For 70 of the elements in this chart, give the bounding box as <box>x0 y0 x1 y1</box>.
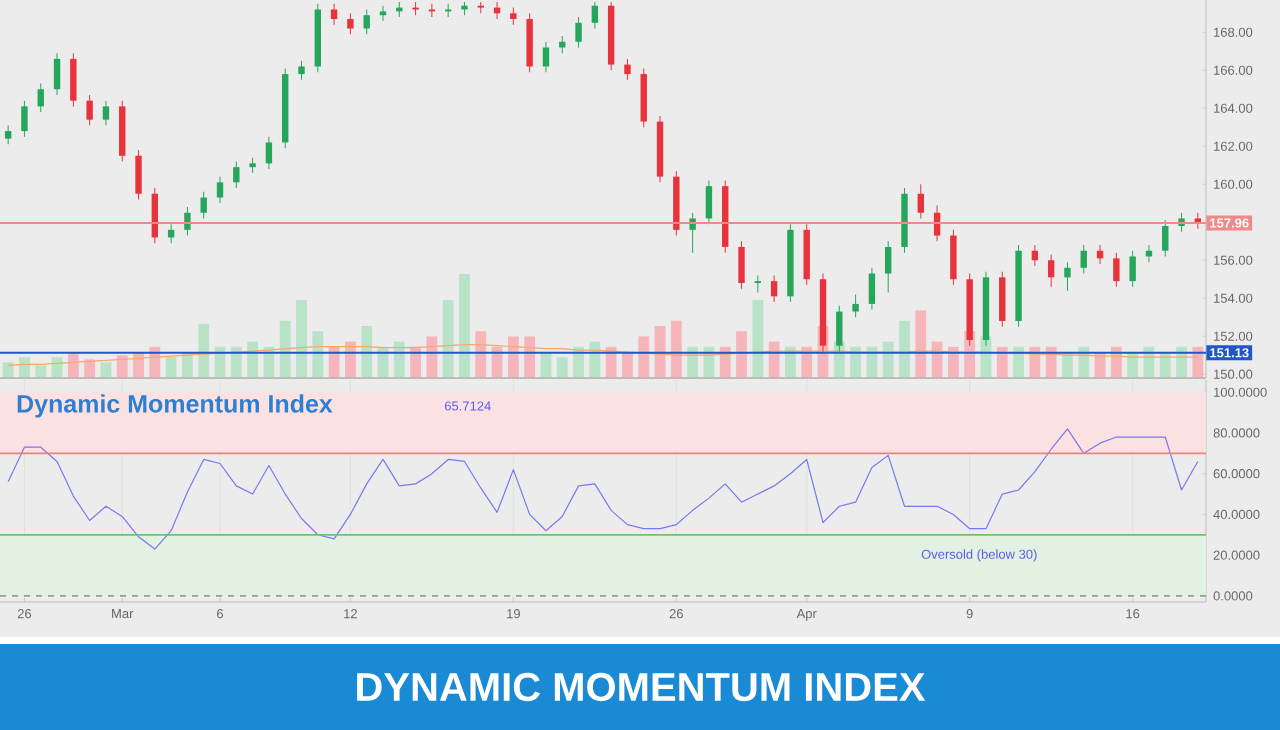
candlestick <box>640 67 647 128</box>
candlestick <box>4 124 12 145</box>
candlestick <box>705 179 713 225</box>
candlestick <box>526 12 533 73</box>
candlestick <box>624 58 631 81</box>
bar <box>296 300 307 378</box>
candlestick <box>200 191 207 219</box>
bar <box>84 359 96 378</box>
bar <box>752 300 764 378</box>
candlestick <box>53 52 61 96</box>
bar <box>670 320 682 378</box>
candlestick <box>102 100 110 126</box>
bar <box>442 300 454 378</box>
candlestick <box>1064 261 1071 292</box>
bar <box>882 341 894 378</box>
candlestick <box>233 160 240 189</box>
bar <box>361 326 373 378</box>
candlestick <box>950 229 957 286</box>
candlestick <box>884 240 892 294</box>
candlestick <box>135 149 142 200</box>
candlestick <box>70 52 77 107</box>
candlestick <box>298 60 305 81</box>
bar <box>279 320 291 378</box>
text: DYNAMIC MOMENTUM INDEX <box>357 672 926 702</box>
candlestick <box>1047 254 1055 288</box>
candlestick <box>379 5 387 22</box>
candlestick <box>37 83 44 113</box>
candlestick <box>216 176 224 204</box>
bar <box>35 365 47 378</box>
candlestick <box>184 206 191 237</box>
bar <box>556 357 568 378</box>
candlestick <box>347 12 354 35</box>
candlestick <box>754 274 762 294</box>
bar <box>507 336 519 378</box>
bar <box>1013 346 1024 378</box>
candlestick <box>770 274 778 303</box>
candlestick <box>917 183 924 219</box>
candlestick <box>363 9 370 35</box>
bar <box>915 310 927 378</box>
text: Dynamic Momentum Index <box>17 394 333 418</box>
candlestick <box>591 1 599 29</box>
bar <box>19 357 30 378</box>
bar <box>312 331 324 378</box>
bar <box>899 320 910 378</box>
candlestick <box>1129 250 1136 288</box>
bar <box>426 336 438 378</box>
bar <box>344 341 356 378</box>
bar <box>996 346 1008 378</box>
bar <box>475 331 487 378</box>
bar <box>459 274 470 378</box>
bar <box>622 352 633 378</box>
bar <box>198 323 210 378</box>
candlestick <box>999 271 1006 328</box>
candlestick <box>1162 219 1169 257</box>
candlestick <box>86 94 93 126</box>
bar <box>638 336 650 378</box>
candlestick <box>852 293 859 318</box>
bar <box>165 357 177 378</box>
bar <box>116 355 128 378</box>
candlestick <box>265 136 273 170</box>
candlestick <box>1080 244 1087 275</box>
candlestick <box>868 267 876 311</box>
candlestick <box>542 41 550 73</box>
bar <box>2 362 14 378</box>
candlestick <box>21 100 28 138</box>
candlestick <box>738 240 745 290</box>
candlestick <box>1113 252 1120 288</box>
bar <box>736 331 747 378</box>
bar <box>524 336 536 378</box>
candlestick <box>575 16 582 48</box>
